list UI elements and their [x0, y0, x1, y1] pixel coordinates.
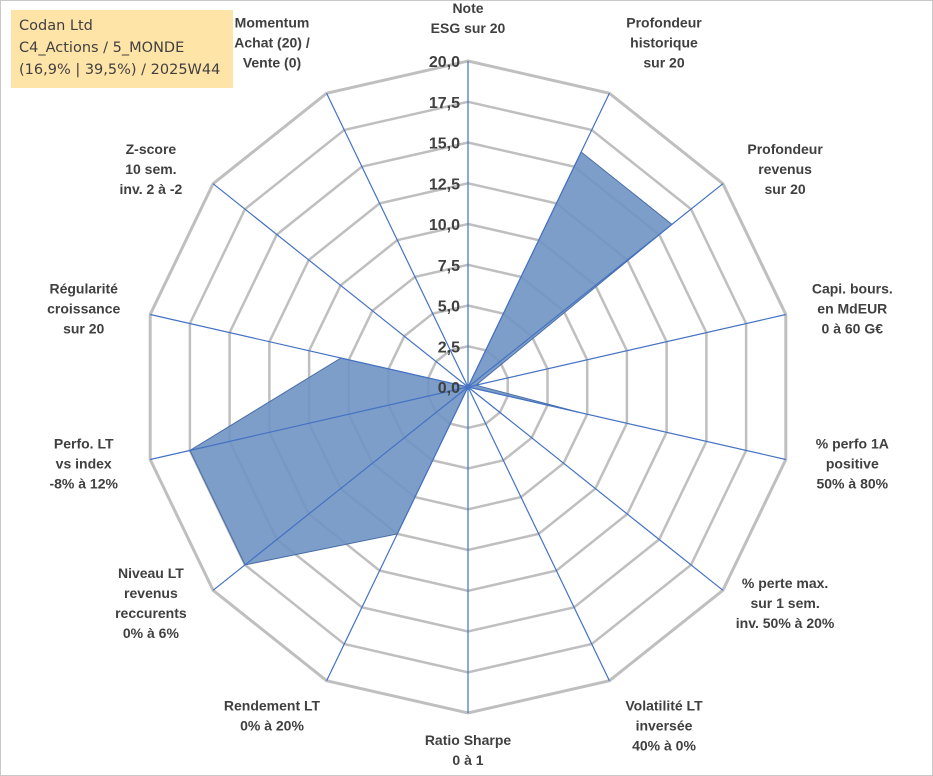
axis-label-11-line-2: sur 20 [63, 321, 104, 337]
company-name: Codan Ltd [19, 18, 93, 34]
axis-label-13: Momentum Achat (20) / Vente (0) [234, 15, 310, 71]
axis-label-6-line-0: Volatilité LT [625, 698, 703, 714]
axis-label-6-line-1: inversée [636, 718, 693, 734]
axis-label-4-line-2: 50% à 80% [816, 475, 888, 491]
portfolio-category: C4_Actions / 5_MONDE [19, 40, 185, 56]
axis-label-9-line-2: reccurents [115, 605, 187, 621]
axis-label-7: Ratio Sharpe 0 à 1 [425, 732, 512, 768]
tick-label-4: 10,0 [429, 217, 460, 234]
axis-label-3-line-2: 0 à 60 G€ [822, 321, 884, 337]
spoke-1 [467, 93, 610, 388]
tick-label-8: 20,0 [429, 54, 460, 71]
axis-label-3: Capi. bours. en MdEUR 0 à 60 G€ [812, 281, 893, 337]
radar-spokes [150, 61, 786, 713]
axis-label-9-line-0: Niveau LT [118, 565, 184, 581]
radial-tick-labels: 0,0 2,5 5,0 7,5 10,0 12,5 15,0 17,5 20,0 [429, 54, 460, 397]
axis-label-2-line-0: Profondeur [747, 141, 823, 157]
spoke-2 [467, 183, 724, 388]
spoke-10 [150, 386, 469, 461]
axis-label-3-line-0: Capi. bours. [812, 281, 893, 297]
axis-label-4-line-1: positive [826, 455, 879, 471]
spoke-12 [212, 183, 469, 388]
tick-label-5: 12,5 [429, 176, 460, 193]
spoke-5 [467, 386, 724, 591]
axis-label-3-line-1: en MdEUR [817, 301, 887, 317]
series-area [189, 151, 673, 566]
axis-label-12: Z-score 10 sem. inv. 2 à -2 [120, 141, 183, 197]
axis-label-8: Rendement LT 0% à 20% [224, 698, 321, 734]
axis-label-1: Profondeur historique sur 20 [626, 15, 702, 71]
axis-label-7-line-0: Ratio Sharpe [425, 732, 512, 748]
axis-label-4: % perfo 1A positive 50% à 80% [816, 435, 889, 491]
axis-label-4-line-0: % perfo 1A [816, 435, 889, 451]
tick-label-2: 5,0 [438, 299, 460, 316]
axis-label-7-line-1: 0 à 1 [452, 752, 483, 768]
axis-label-13-line-0: Momentum [235, 15, 310, 31]
axis-label-8-line-0: Rendement LT [224, 698, 321, 714]
axis-label-1-line-2: sur 20 [643, 55, 684, 71]
axis-label-10-line-1: vs index [56, 455, 112, 471]
spoke-9 [212, 386, 469, 591]
tick-label-3: 7,5 [438, 258, 460, 275]
axis-label-5: % perte max. sur 1 sem. inv. 50% à 20% [736, 575, 835, 631]
axis-label-9-line-1: revenus [124, 585, 178, 601]
spoke-8 [326, 386, 469, 681]
axis-label-12-line-1: 10 sem. [125, 161, 176, 177]
axis-label-13-line-2: Vente (0) [243, 55, 301, 71]
axis-label-1-line-0: Profondeur [626, 15, 702, 31]
spoke-4 [467, 386, 786, 461]
spoke-3 [467, 313, 786, 388]
axis-label-11: Régularité croissance sur 20 [47, 281, 120, 337]
axis-label-10-line-0: Perfo. LT [54, 435, 114, 451]
axis-label-0-line-0: Note [452, 0, 483, 16]
axis-label-12-line-0: Z-score [126, 141, 177, 157]
axis-label-6-line-2: 40% à 0% [632, 738, 696, 754]
axis-label-10-line-2: -8% à 12% [49, 475, 118, 491]
axis-label-2-line-1: revenus [758, 161, 812, 177]
axis-label-9: Niveau LT revenus reccurents 0% à 6% [115, 565, 187, 641]
axis-label-12-line-2: inv. 2 à -2 [120, 181, 183, 197]
axis-label-11-line-0: Régularité [49, 281, 118, 297]
spoke-13 [326, 93, 469, 388]
axis-label-5-line-2: inv. 50% à 20% [736, 615, 835, 631]
axis-label-13-line-1: Achat (20) / [234, 35, 310, 51]
axis-label-5-line-1: sur 1 sem. [750, 595, 819, 611]
tick-label-6: 15,0 [429, 136, 460, 153]
axis-label-11-line-1: croissance [47, 301, 120, 317]
tick-label-7: 17,5 [429, 95, 460, 112]
axis-label-10: Perfo. LT vs index -8% à 12% [49, 435, 118, 491]
axis-label-1-line-1: historique [630, 35, 698, 51]
axis-label-6: Volatilité LT inversée 40% à 0% [625, 698, 703, 754]
spoke-6 [467, 386, 610, 681]
radar-series [189, 151, 673, 566]
axis-label-5-line-0: % perte max. [742, 575, 828, 591]
axis-label-8-line-1: 0% à 20% [240, 718, 304, 734]
axis-labels: Note ESG sur 20 Profondeur historique sur 20… [47, 0, 893, 768]
axis-label-2: Profondeur revenus sur 20 [747, 141, 823, 197]
axis-label-0-line-1: ESG sur 20 [431, 20, 506, 36]
axis-label-9-line-3: 0% à 6% [123, 625, 180, 641]
title-box: Codan Ltd C4_Actions / 5_MONDE (16,9% | … [11, 10, 233, 88]
spoke-11 [150, 313, 469, 388]
tick-label-0: 0,0 [438, 380, 460, 397]
axis-label-2-line-2: sur 20 [764, 181, 805, 197]
axis-label-0: Note ESG sur 20 [431, 0, 506, 36]
performance-period: (16,9% | 39,5%) / 2025W44 [19, 62, 221, 78]
tick-label-1: 2,5 [438, 339, 460, 356]
